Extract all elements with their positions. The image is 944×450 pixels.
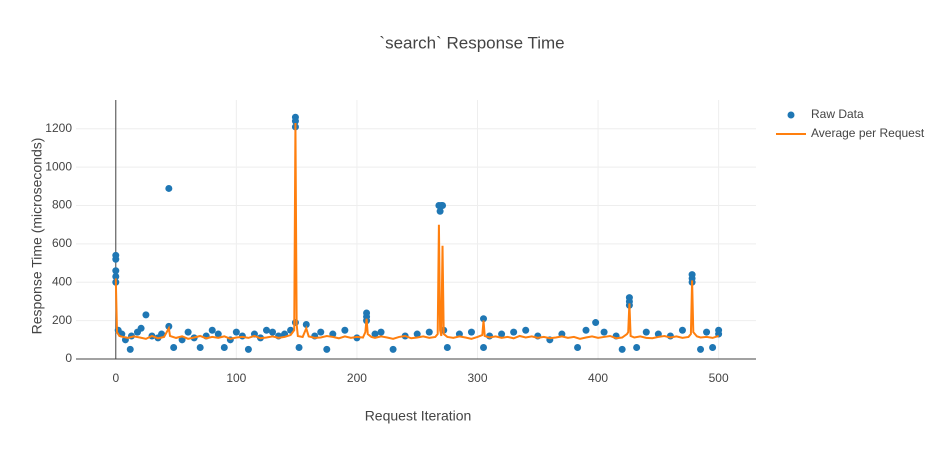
data-point xyxy=(582,326,590,334)
data-point xyxy=(341,326,349,334)
data-point xyxy=(425,328,433,336)
y-tick-label: 800 xyxy=(52,198,72,212)
data-point xyxy=(678,326,686,334)
data-point xyxy=(709,343,717,351)
grid xyxy=(76,100,756,360)
x-tick-label: 500 xyxy=(709,371,729,385)
data-point xyxy=(413,330,421,338)
y-tick-label: 1000 xyxy=(45,159,72,173)
data-point xyxy=(633,343,641,351)
data-point xyxy=(377,328,385,336)
x-tick-label: 400 xyxy=(588,371,608,385)
data-point xyxy=(443,343,451,351)
data-point xyxy=(302,320,310,328)
x-axis-title: Request Iteration xyxy=(365,408,472,424)
data-point xyxy=(269,328,277,336)
data-point xyxy=(184,328,192,336)
data-point xyxy=(291,117,299,125)
data-point xyxy=(232,328,240,336)
y-tick-label: 1200 xyxy=(45,121,72,135)
data-point xyxy=(214,330,222,338)
data-point xyxy=(142,311,150,319)
x-tick-label: 200 xyxy=(347,371,367,385)
data-point xyxy=(323,345,331,353)
data-point xyxy=(389,345,397,353)
data-point xyxy=(295,343,303,351)
x-tick-label: 100 xyxy=(226,371,246,385)
legend-item[interactable]: Average per Request xyxy=(776,126,925,140)
data-point xyxy=(112,273,120,281)
data-point xyxy=(158,330,166,338)
y-tick-label: 0 xyxy=(65,351,72,365)
data-point xyxy=(510,328,518,336)
data-point xyxy=(371,330,379,338)
data-point xyxy=(220,343,228,351)
data-point xyxy=(480,343,488,351)
data-point xyxy=(600,328,608,336)
data-point xyxy=(522,326,530,334)
data-point xyxy=(262,326,270,334)
y-tick-label: 200 xyxy=(52,313,72,327)
data-point xyxy=(170,343,178,351)
data-point xyxy=(291,319,299,327)
data-point xyxy=(703,328,711,336)
x-tick-label: 300 xyxy=(467,371,487,385)
data-point xyxy=(642,328,650,336)
data-point xyxy=(244,345,252,353)
y-tick-label: 600 xyxy=(52,236,72,250)
legend-label: Raw Data xyxy=(811,107,864,121)
data-point xyxy=(592,319,600,327)
y-tick-label: 400 xyxy=(52,274,72,288)
data-point xyxy=(498,330,506,338)
data-point xyxy=(208,326,216,334)
data-point xyxy=(697,345,705,353)
data-point xyxy=(618,345,626,353)
data-point xyxy=(112,267,120,275)
data-point xyxy=(439,202,447,210)
legend-label: Average per Request xyxy=(811,126,925,140)
data-point xyxy=(467,328,475,336)
legend-item[interactable]: Raw Data xyxy=(787,107,865,121)
data-point xyxy=(480,315,488,323)
data-point xyxy=(574,343,582,351)
data-point xyxy=(196,343,204,351)
data-point xyxy=(165,184,173,192)
data-point xyxy=(317,328,325,336)
chart-title: `search` Response Time xyxy=(379,33,564,52)
data-point xyxy=(715,326,723,334)
y-axis-title: Response Time (microseconds) xyxy=(29,138,45,335)
x-tick-label: 0 xyxy=(112,371,119,385)
average-line xyxy=(114,123,719,340)
data-point xyxy=(436,207,444,215)
legend-marker xyxy=(787,111,795,119)
data-point xyxy=(126,345,134,353)
data-point xyxy=(137,324,145,332)
data-point xyxy=(112,255,120,263)
